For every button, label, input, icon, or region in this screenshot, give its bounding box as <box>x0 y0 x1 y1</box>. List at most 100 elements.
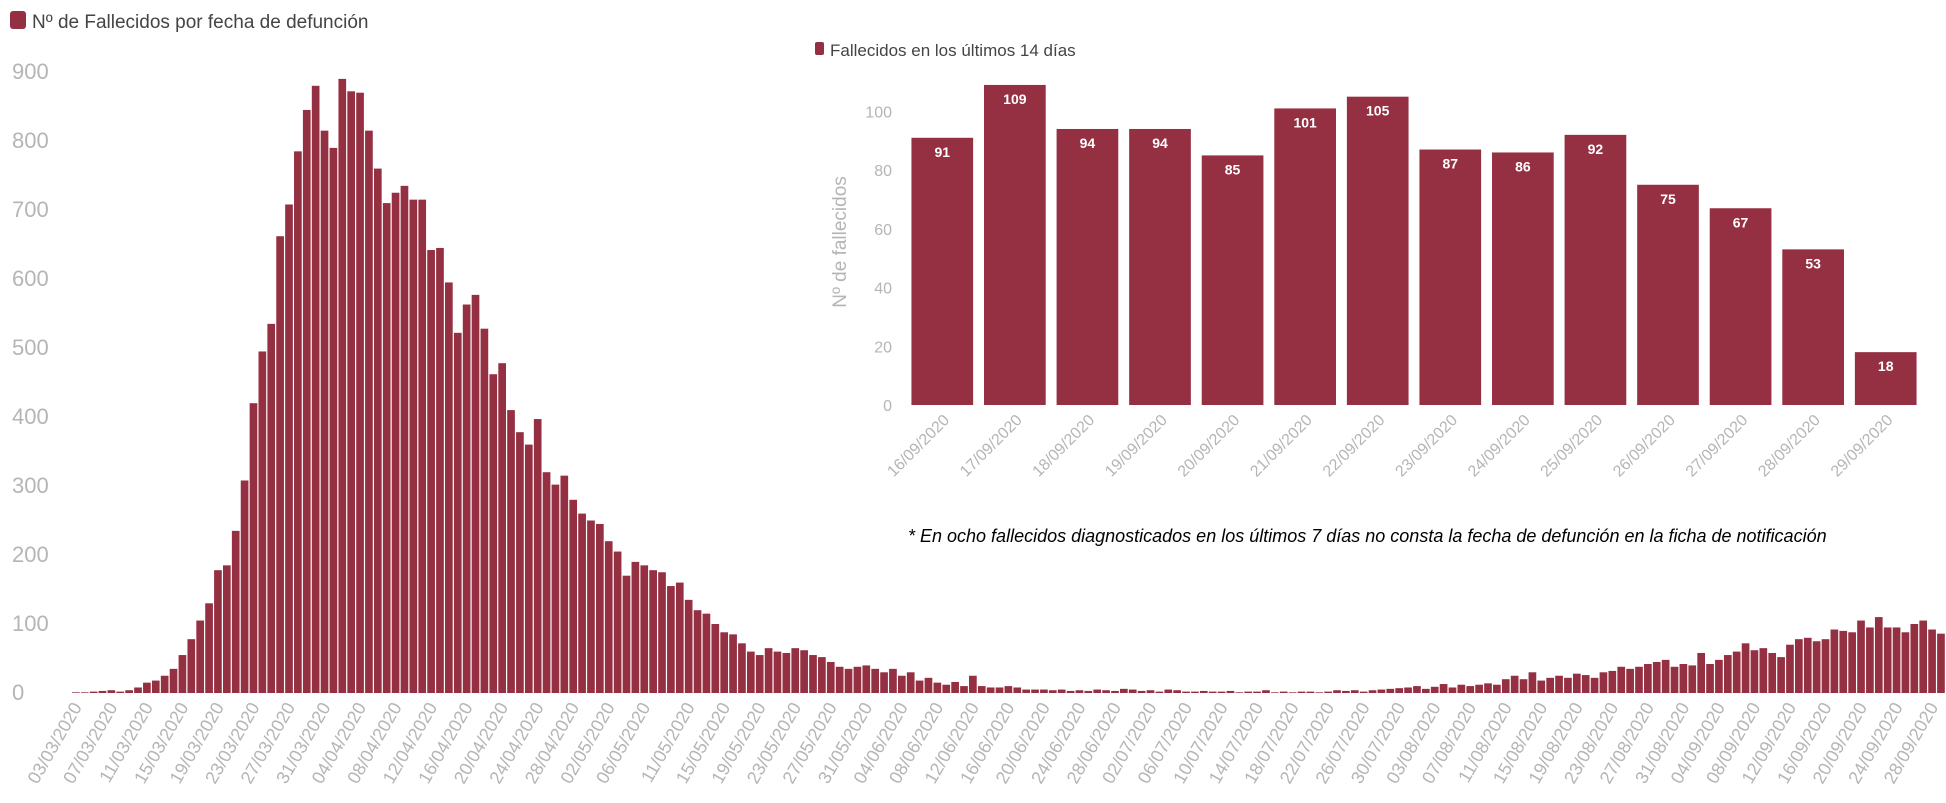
main-bar <box>1493 684 1501 693</box>
main-bar <box>560 475 569 693</box>
main-bar <box>924 677 933 693</box>
main-bar <box>524 444 533 693</box>
main-bar <box>844 668 853 693</box>
main-bar <box>347 91 356 693</box>
main-bar <box>604 541 613 693</box>
main-bar <box>977 686 986 693</box>
main-bar <box>1937 633 1945 693</box>
inset-bar-value-label: 105 <box>1366 103 1390 119</box>
inset-bar-value-label: 75 <box>1660 191 1676 207</box>
main-legend-label: Nº de Fallecidos por fecha de defunción <box>32 12 368 33</box>
inset-x-tick: 28/09/2020 <box>1755 412 1824 481</box>
inset-x-tick: 27/09/2020 <box>1683 412 1752 481</box>
inset-x-tick: 25/09/2020 <box>1538 412 1607 481</box>
main-bar <box>835 666 844 693</box>
main-bar <box>1342 690 1350 693</box>
main-bar <box>1235 692 1244 693</box>
main-bar <box>338 78 347 693</box>
main-bar <box>1715 659 1723 693</box>
main-bar <box>1848 632 1856 693</box>
main-bar <box>1866 627 1874 693</box>
inset-bar <box>984 84 1046 405</box>
inset-bar-value-label: 91 <box>935 144 951 160</box>
main-bar <box>400 185 409 693</box>
inset-bar-value-label: 67 <box>1733 214 1749 230</box>
inset-bar <box>1492 152 1554 405</box>
inset-legend-swatch <box>815 42 824 55</box>
main-bar <box>1555 675 1563 693</box>
main-bar <box>569 499 578 693</box>
main-bar <box>436 247 444 693</box>
main-bar <box>1359 691 1368 693</box>
main-bar <box>1395 688 1404 693</box>
main-bar <box>1208 691 1217 693</box>
main-bar <box>1128 689 1137 693</box>
main-bar <box>1413 686 1421 693</box>
main-bars <box>72 78 1945 694</box>
main-bar <box>1501 679 1510 693</box>
inset-x-tick: 22/09/2020 <box>1320 412 1389 481</box>
inset-bar-value-label: 86 <box>1515 158 1531 174</box>
main-bar <box>871 668 880 693</box>
main-bar <box>969 675 977 693</box>
main-y-tick: 100 <box>12 611 49 636</box>
main-bar <box>480 328 489 693</box>
main-bar <box>498 363 506 693</box>
main-bar <box>1093 689 1102 693</box>
main-bar <box>302 109 311 693</box>
main-bar <box>72 692 80 693</box>
inset-x-tick: 16/09/2020 <box>884 412 953 481</box>
main-bar <box>880 672 888 693</box>
main-bar <box>178 655 187 693</box>
inset-bar-value-label: 18 <box>1878 358 1894 374</box>
main-bar <box>1297 691 1306 693</box>
main-bar <box>693 610 702 693</box>
main-bar <box>1306 691 1315 693</box>
main-bar <box>418 199 427 693</box>
main-bar <box>1350 690 1359 693</box>
main-bar <box>1528 672 1537 693</box>
inset-y-axis: 0 20 40 60 80 100 <box>865 104 892 415</box>
main-bar <box>1120 688 1128 693</box>
main-bar <box>1786 644 1794 693</box>
main-bar <box>782 652 791 693</box>
main-bar <box>853 666 862 693</box>
main-bar <box>1670 666 1679 693</box>
main-bar <box>1040 689 1048 693</box>
main-bar <box>791 648 800 693</box>
inset-x-tick: 29/09/2020 <box>1828 412 1897 481</box>
main-bar <box>1475 684 1483 693</box>
main-bar <box>143 682 151 693</box>
main-bar <box>1004 686 1013 693</box>
main-bar <box>702 613 711 693</box>
main-bar <box>986 687 995 693</box>
main-bar <box>1901 632 1910 693</box>
main-bar <box>1697 652 1705 693</box>
main-bar <box>1102 690 1110 693</box>
main-bar <box>729 634 737 693</box>
main-bar <box>1182 691 1190 693</box>
main-bar <box>1057 689 1066 693</box>
main-bar <box>356 92 364 693</box>
inset-bar <box>1709 208 1772 405</box>
inset-x-tick: 24/09/2020 <box>1465 412 1534 481</box>
main-bar <box>258 351 267 693</box>
main-y-tick: 500 <box>12 335 49 360</box>
main-bar <box>1652 661 1661 693</box>
main-bar <box>169 668 178 693</box>
inset-bar <box>1419 149 1482 405</box>
inset-bar <box>1564 134 1627 405</box>
inset-x-tick: 18/09/2020 <box>1030 412 1099 481</box>
main-bar <box>1812 641 1821 693</box>
main-bar <box>640 565 649 693</box>
main-bar <box>1617 666 1626 693</box>
main-bar <box>951 681 959 693</box>
main-bar <box>267 323 276 693</box>
main-bar <box>1910 624 1919 693</box>
main-bar <box>1271 692 1279 693</box>
main-bar <box>1404 687 1412 693</box>
inset-bar-value-label: 85 <box>1225 161 1241 177</box>
main-bar <box>1253 691 1261 693</box>
main-y-axis: 0 100 200 300 400 500 600 700 800 900 <box>12 59 49 705</box>
main-bar <box>1173 690 1181 693</box>
